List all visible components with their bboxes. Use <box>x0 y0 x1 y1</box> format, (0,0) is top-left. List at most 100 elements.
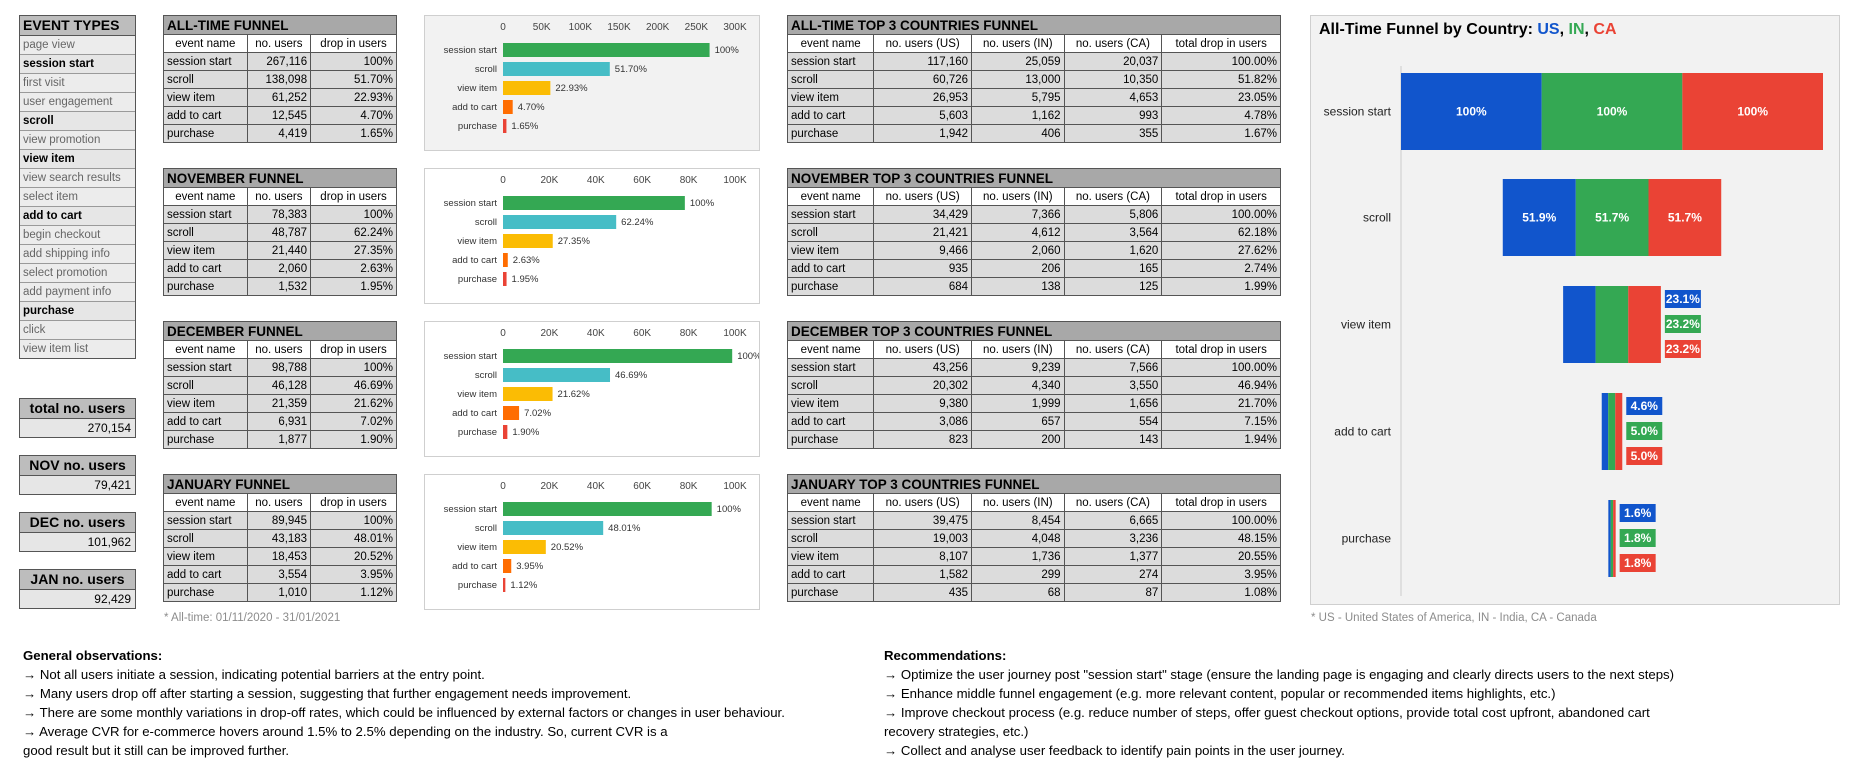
data-label: 4.70% <box>518 102 545 113</box>
table-cell: 23.05% <box>1161 88 1281 107</box>
table-cell: 657 <box>971 412 1065 431</box>
data-label: 100% <box>690 198 715 209</box>
data-label: 1.8% <box>1624 556 1652 570</box>
table-cell: 138,098 <box>246 70 312 89</box>
table-cell: 1,532 <box>246 277 312 296</box>
table-cell: 1,582 <box>873 565 973 584</box>
table-row: view item 9,380 1,999 1,656 21.70% <box>786 394 1281 413</box>
category-label: purchase <box>458 121 497 132</box>
funnel-segment-ca <box>1615 393 1623 470</box>
table-cell: add to cart <box>163 412 248 431</box>
table-cell: 48.01% <box>310 529 397 548</box>
table-cell: 1.95% <box>310 277 397 296</box>
category-label: session start <box>444 198 498 209</box>
table-cell: session start <box>786 511 875 530</box>
funnel-segment-in <box>1541 73 1683 150</box>
stat-total-users: total no. users 270,154 <box>19 398 136 438</box>
table-cell: 355 <box>1063 124 1163 143</box>
table-cell: 4,419 <box>246 124 312 143</box>
table-cell: 993 <box>1063 106 1163 125</box>
table-cell: 8,454 <box>971 511 1065 530</box>
table-cell: 1,010 <box>246 583 312 602</box>
column-header: event name <box>163 340 248 359</box>
data-label: 23.2% <box>1666 342 1700 356</box>
table-cell: purchase <box>786 124 875 143</box>
table-row: purchase 1,877 1.90% <box>163 430 397 449</box>
funnel-segment-in <box>1608 393 1616 470</box>
column-header: drop in users <box>310 34 397 53</box>
stat-value: 101,962 <box>20 533 135 551</box>
table-cell: 274 <box>1063 565 1163 584</box>
category-label: add to cart <box>1334 425 1391 439</box>
column-header: event name <box>163 493 248 512</box>
table-cell: 46.94% <box>1161 376 1281 395</box>
table-row: session start 267,116 100% <box>163 52 397 71</box>
funnel-segment-us <box>1401 73 1542 150</box>
table-cell: 4,612 <box>971 223 1065 242</box>
table-cell: 34,429 <box>873 205 973 224</box>
bullet-item: → Improve checkout process (e.g. reduce … <box>884 705 1650 720</box>
table-cell: 1,656 <box>1063 394 1163 413</box>
category-label: view item <box>457 389 497 400</box>
column-header: event name <box>786 187 875 206</box>
column-header: no. users (CA) <box>1063 340 1163 359</box>
table-cell: 206 <box>971 259 1065 278</box>
data-label: 4.6% <box>1631 399 1659 413</box>
bar <box>503 272 507 286</box>
table-cell: 100.00% <box>1161 511 1281 530</box>
x-tick-label: 100K <box>723 328 747 339</box>
column-header: total drop in users <box>1161 340 1281 359</box>
table-cell: session start <box>163 511 248 530</box>
data-label-box <box>1664 290 1701 308</box>
table-cell: purchase <box>786 277 875 296</box>
column-header: drop in users <box>310 187 397 206</box>
data-label: 48.01% <box>608 523 641 534</box>
table-cell: 3.95% <box>310 565 397 584</box>
mini-chart-svg: 0 20K 40K 60K 80K 100K session start 100% scroll… <box>444 328 762 439</box>
table-cell: 9,239 <box>971 358 1065 377</box>
column-header: no. users (IN) <box>971 34 1065 53</box>
bar <box>503 196 685 210</box>
table-row: view item 8,107 1,736 1,377 20.55% <box>786 547 1281 566</box>
table-cell: 1,942 <box>873 124 973 143</box>
table-cell: 435 <box>873 583 973 602</box>
country-funnel-table: ALL-TIME TOP 3 COUNTRIES FUNNEL event nam… <box>786 15 1281 143</box>
stat-title: DEC no. users <box>20 513 135 533</box>
table-cell: 100% <box>310 205 397 224</box>
category-label: add to cart <box>452 255 497 266</box>
table-cell: scroll <box>163 223 248 242</box>
table-cell: 3,086 <box>873 412 973 431</box>
recommendations-title: Recommendations: <box>884 648 1007 663</box>
event-type-item: purchase <box>20 302 135 321</box>
table-cell: 51.70% <box>310 70 397 89</box>
column-header: event name <box>786 340 875 359</box>
category-label: scroll <box>475 64 497 75</box>
category-label: purchase <box>1342 532 1392 546</box>
table-cell: add to cart <box>786 565 875 584</box>
column-header: no. users (IN) <box>971 187 1065 206</box>
category-label: view item <box>457 236 497 247</box>
data-label: 100% <box>717 504 742 515</box>
x-tick-label: 100K <box>569 22 593 33</box>
table-row: view item 9,466 2,060 1,620 27.62% <box>786 241 1281 260</box>
table-row: add to cart 12,545 4.70% <box>163 106 397 125</box>
table-cell: 22.93% <box>310 88 397 107</box>
data-label: 27.35% <box>558 236 591 247</box>
table-cell: 2,060 <box>971 241 1065 260</box>
table-cell: add to cart <box>163 565 248 584</box>
table-cell: 98,788 <box>246 358 312 377</box>
table-row: view item 18,453 20.52% <box>163 547 397 566</box>
table-cell: 4,340 <box>971 376 1065 395</box>
funnel-table-title: JANUARY FUNNEL <box>163 474 397 494</box>
x-tick-label: 60K <box>633 175 651 186</box>
table-cell: add to cart <box>786 106 875 125</box>
table-cell: 1,377 <box>1063 547 1163 566</box>
table-row: session start 34,429 7,366 5,806 100.00% <box>786 205 1281 224</box>
data-label: 5.0% <box>1631 424 1659 438</box>
table-cell: 1,877 <box>246 430 312 449</box>
table-cell: 5,603 <box>873 106 973 125</box>
table-cell: view item <box>163 394 248 413</box>
bar <box>503 425 508 439</box>
funnel-table-title: DECEMBER FUNNEL <box>163 321 397 341</box>
x-tick-label: 80K <box>680 481 698 492</box>
